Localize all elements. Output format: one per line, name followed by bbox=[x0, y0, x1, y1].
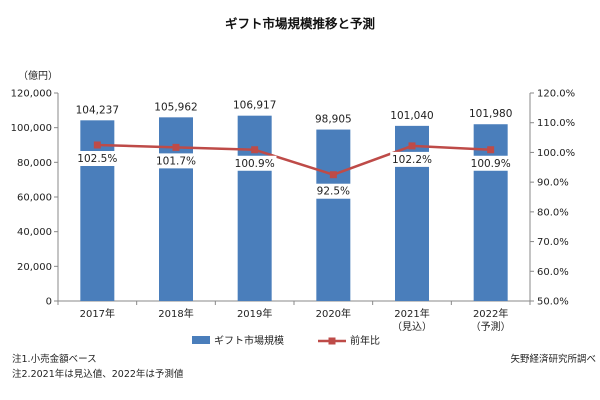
y-right-tick-label: 60.0% bbox=[537, 267, 569, 278]
legend: ギフト市場規模 前年比 bbox=[192, 334, 380, 347]
y-right-tick-label: 50.0% bbox=[537, 297, 569, 308]
line-value-label: 102.2% bbox=[392, 154, 432, 166]
line-label-plate bbox=[154, 153, 198, 169]
x-tick-label: 2020年 bbox=[316, 307, 351, 320]
line-point-1 bbox=[172, 143, 180, 151]
note-2: 注2.2021年は見込値、2022年は予測値 bbox=[12, 368, 184, 380]
plot-area: 0 20,000 40,000 60,000 80,000 100,000 120,000 5… bbox=[11, 89, 576, 334]
x-tick-label: 2022年 bbox=[473, 307, 508, 320]
source-label: 矢野経済研究所調べ bbox=[510, 353, 596, 365]
line-point-2 bbox=[251, 146, 259, 154]
y-right-tick-label: 90.0% bbox=[537, 178, 569, 189]
x-tick-label: 2021年 bbox=[394, 307, 429, 320]
bar-value-label: 101,040 bbox=[390, 110, 433, 122]
y-right-tick-label: 120.0% bbox=[537, 89, 575, 100]
bar-5 bbox=[473, 124, 508, 301]
bar-value-label: 98,905 bbox=[315, 114, 352, 126]
line-point-4 bbox=[408, 142, 416, 150]
x-tick-label: 2017年 bbox=[80, 307, 115, 320]
line-value-label: 101.7% bbox=[156, 155, 196, 167]
bar-3 bbox=[316, 129, 351, 301]
line-label-plate bbox=[390, 151, 434, 167]
legend-swatch-bar bbox=[192, 336, 210, 344]
y-right-tick-label: 110.0% bbox=[537, 118, 575, 129]
line-series-yoy bbox=[97, 143, 491, 177]
line-label-plate bbox=[232, 155, 277, 171]
line-value-label: 102.5% bbox=[77, 153, 117, 165]
y-left-tick-label: 40,000 bbox=[17, 227, 52, 238]
x-tick-label: 2018年 bbox=[158, 307, 193, 320]
bar-2 bbox=[237, 115, 272, 301]
y-left-tick-label: 80,000 bbox=[17, 158, 52, 169]
line-point-0 bbox=[93, 141, 101, 149]
bar-value-label: 104,237 bbox=[76, 104, 119, 116]
y-right-tick-label: 80.0% bbox=[537, 207, 569, 218]
legend-label-line: 前年比 bbox=[350, 334, 380, 347]
line-point-3 bbox=[329, 171, 337, 179]
y-right-tick-label: 70.0% bbox=[537, 237, 569, 248]
y-left-tick-label: 20,000 bbox=[17, 262, 52, 273]
legend-swatch-marker bbox=[328, 337, 336, 345]
line-label-plate bbox=[468, 155, 513, 171]
line-label-plate bbox=[75, 151, 120, 166]
x-tick-sublabel: （見込） bbox=[392, 321, 432, 333]
y-left-tick-label: 100,000 bbox=[11, 123, 52, 134]
note-1: 注1.小売金額ベース bbox=[12, 353, 97, 365]
line-value-label: 92.5% bbox=[317, 186, 350, 198]
x-tick-label: 2019年 bbox=[237, 307, 272, 320]
line-value-label: 100.9% bbox=[471, 158, 511, 170]
bar-value-label: 106,917 bbox=[233, 100, 276, 112]
y-left-tick-label: 120,000 bbox=[11, 89, 52, 100]
bar-value-label: 105,962 bbox=[154, 101, 197, 113]
bar-0 bbox=[80, 120, 115, 301]
line-value-label: 100.9% bbox=[235, 158, 275, 170]
line-label-plate bbox=[314, 183, 352, 199]
legend-label-bar: ギフト市場規模 bbox=[214, 334, 284, 347]
chart-title: ギフト市場規模推移と予測 bbox=[225, 16, 375, 31]
bar-value-label: 101,980 bbox=[469, 108, 512, 120]
y-axis-unit-label: （億円） bbox=[18, 69, 58, 82]
x-tick-sublabel: （予測） bbox=[471, 320, 511, 333]
y-right-tick-label: 100.0% bbox=[537, 148, 575, 159]
line-point-5 bbox=[487, 146, 495, 154]
y-left-tick-label: 60,000 bbox=[17, 193, 52, 204]
y-left-tick-label: 0 bbox=[46, 297, 52, 308]
